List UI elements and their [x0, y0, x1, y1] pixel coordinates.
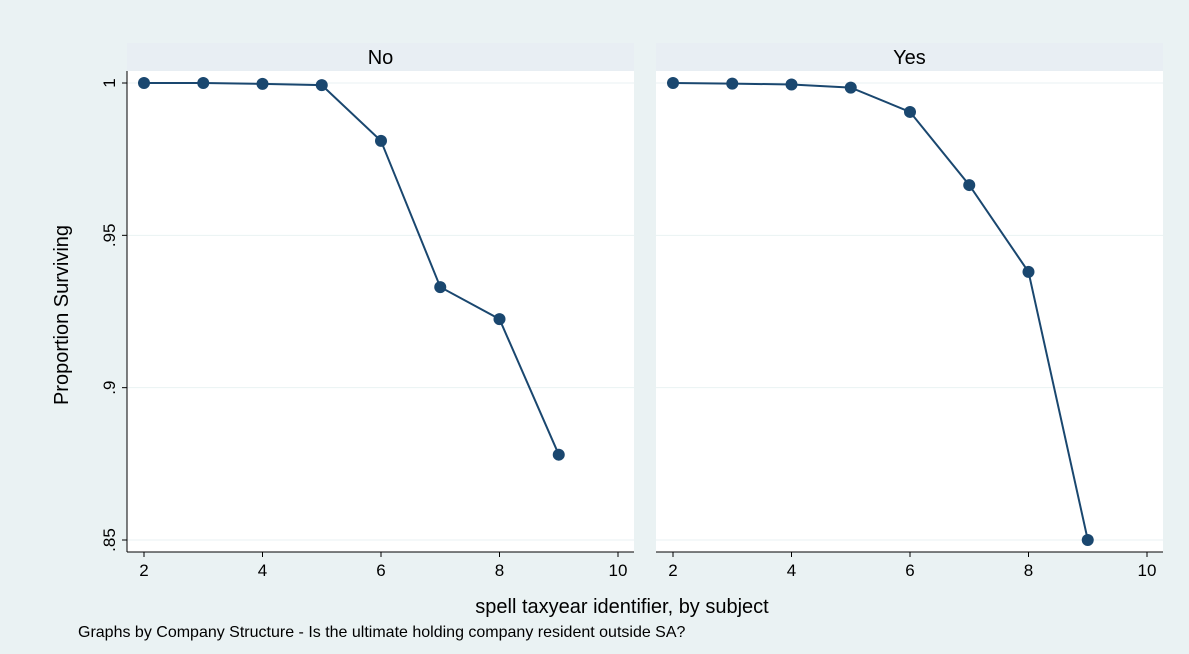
data-point — [904, 105, 916, 118]
data-point — [844, 81, 857, 94]
graph-note: Graphs by Company Structure - Is the ult… — [78, 624, 686, 641]
data-point — [552, 448, 565, 461]
x-tick-label: 2 — [668, 561, 677, 580]
data-point — [726, 77, 739, 90]
x-tick-label: 10 — [609, 561, 628, 580]
x-tick-label: 6 — [905, 561, 914, 580]
x-tick-label: 4 — [787, 561, 796, 580]
data-point — [963, 179, 976, 192]
panel-no: No .85 .9 .95 1 2 4 6 8 10 — [100, 43, 634, 580]
y-tick-label: .95 — [100, 224, 119, 248]
plot-area — [127, 71, 634, 552]
data-point — [434, 281, 447, 294]
data-point — [493, 313, 506, 326]
plot-area — [656, 71, 1163, 552]
data-point — [1081, 534, 1094, 546]
data-point — [1022, 265, 1035, 278]
x-tick-label: 10 — [1138, 561, 1157, 580]
series-line — [144, 82, 560, 456]
data-point — [256, 77, 269, 90]
x-tick-label: 6 — [376, 561, 385, 580]
data-point — [138, 77, 150, 89]
y-tick-label: 1 — [100, 78, 119, 87]
y-axis-label: Proportion Surviving — [51, 225, 73, 405]
data-point — [197, 77, 210, 89]
data-point — [315, 79, 328, 92]
panel-header — [127, 43, 634, 71]
data-point — [785, 78, 798, 91]
panel-yes: Yes 2 4 6 8 10 — [656, 43, 1163, 580]
x-tick-label: 2 — [139, 561, 148, 580]
y-tick-label: .9 — [100, 381, 119, 395]
x-axis-label: spell taxyear identifier, by subject — [475, 596, 769, 618]
panel-header-label: Yes — [893, 47, 926, 69]
data-point — [667, 77, 679, 89]
data-point — [375, 134, 387, 147]
series-line — [672, 82, 1089, 541]
panel-header — [656, 43, 1163, 71]
x-tick-label: 8 — [495, 561, 504, 580]
x-tick-label: 8 — [1024, 561, 1033, 580]
panel-header-label: No — [368, 47, 394, 69]
panels: No .85 .9 .95 1 2 4 6 8 10 Yes 2 4 6 8 10 — [100, 43, 1163, 580]
x-tick-label: 4 — [258, 561, 267, 580]
y-tick-label: .85 — [100, 528, 119, 552]
